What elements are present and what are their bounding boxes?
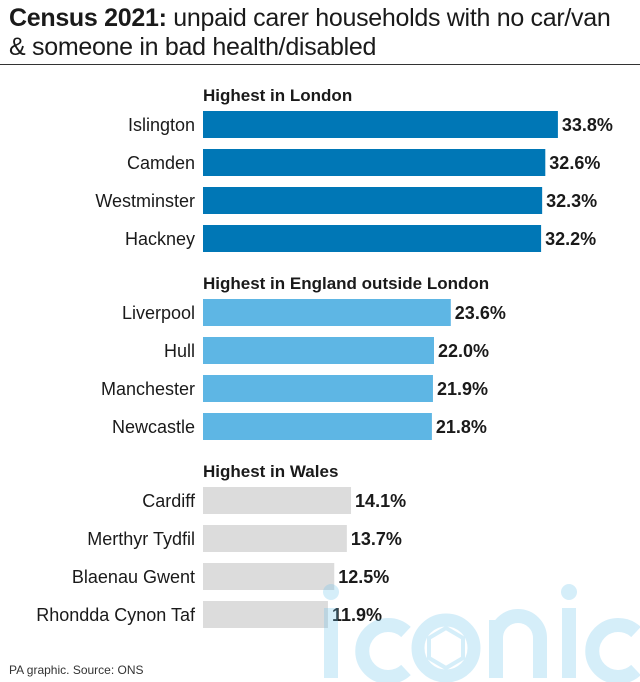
value-label: 11.9%: [332, 605, 382, 625]
bar: [203, 149, 546, 176]
value-label: 32.6%: [549, 153, 600, 173]
bar: [203, 299, 451, 326]
value-label: 22.0%: [438, 341, 489, 361]
bar: [203, 525, 347, 552]
value-label: 32.2%: [545, 229, 596, 249]
bar: [203, 563, 335, 590]
bar: [203, 111, 558, 138]
bar: [203, 601, 328, 628]
bar: [203, 225, 542, 252]
chart-title-rest: unpaid carer households with no car/van …: [9, 4, 611, 61]
category-label: Liverpool: [122, 303, 195, 323]
chart-title: Census 2021: unpaid carer households wit…: [9, 4, 629, 62]
group-heading: Highest in England outside London: [203, 274, 489, 293]
category-label: Blaenau Gwent: [72, 567, 195, 587]
category-label: Cardiff: [142, 491, 196, 511]
watermark-text: iconic: [318, 580, 321, 581]
group-heading: Highest in London: [203, 86, 352, 105]
bar-chart: Highest in London Islington 33.8% Camden 32.…: [36, 86, 613, 628]
category-label: Manchester: [101, 379, 195, 399]
chart-title-bold: Census 2021:: [9, 4, 167, 32]
bar: [203, 487, 352, 514]
category-label: Merthyr Tydfil: [87, 529, 195, 549]
value-label: 32.3%: [546, 191, 597, 211]
category-label: Westminster: [95, 191, 195, 211]
bar: [203, 337, 434, 364]
value-label: 23.6%: [455, 303, 506, 323]
value-label: 13.7%: [351, 529, 402, 549]
category-label: Hull: [164, 341, 195, 361]
category-label: Hackney: [125, 229, 195, 249]
value-label: 14.1%: [355, 491, 406, 511]
category-label: Newcastle: [112, 417, 195, 437]
category-label: Camden: [127, 153, 195, 173]
bar: [203, 187, 543, 214]
value-label: 12.5%: [338, 567, 389, 587]
watermark-logo: iconic: [318, 580, 640, 682]
bar: [203, 413, 432, 440]
value-label: 21.9%: [437, 379, 488, 399]
category-label: Islington: [128, 115, 195, 135]
source-note: PA graphic. Source: ONS: [9, 663, 144, 677]
bar: [203, 375, 433, 402]
value-label: 21.8%: [436, 417, 487, 437]
title-divider: [0, 64, 640, 65]
category-label: Rhondda Cynon Taf: [36, 605, 196, 625]
value-label: 33.8%: [562, 115, 613, 135]
group-heading: Highest in Wales: [203, 462, 338, 481]
